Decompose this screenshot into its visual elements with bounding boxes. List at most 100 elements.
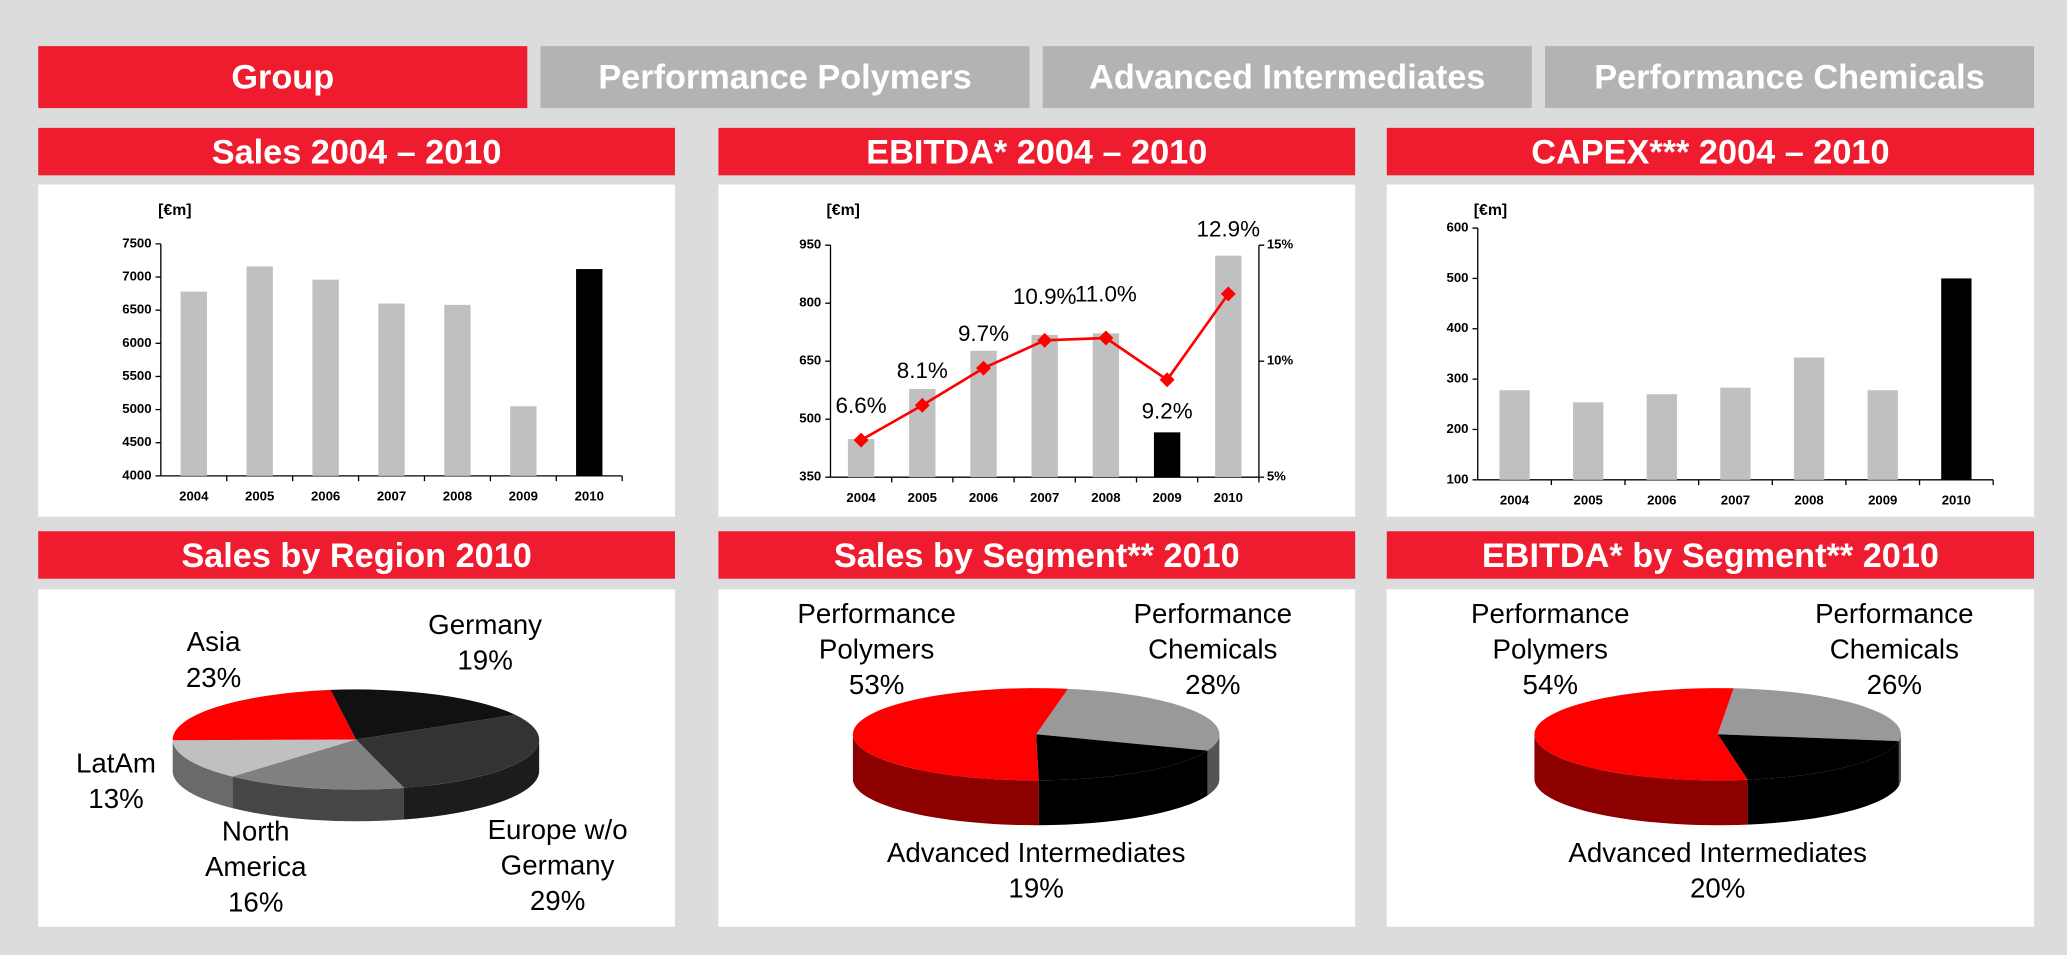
- pie-label-value: 54%: [1522, 670, 1578, 701]
- pie-label-name: Advanced Intermediates: [886, 838, 1186, 869]
- y-tick-label: 4500: [122, 434, 151, 449]
- pie-label-name: Europe w/o Germany: [487, 815, 628, 882]
- y-tick-label: 800: [799, 295, 821, 310]
- data-label: 8.1%: [897, 358, 948, 383]
- pie-label-name: Advanced Intermediates: [1568, 838, 1867, 869]
- data-label: 11.0%: [1075, 282, 1137, 307]
- pie-label: Performance Chemicals 28%: [1121, 597, 1306, 704]
- panel-body: Performance Chemicals 28% Advanced Interme…: [718, 589, 1356, 927]
- pie-label: Europe w/o Germany 29%: [459, 813, 657, 920]
- bar: [510, 406, 537, 476]
- bar: [378, 303, 405, 476]
- y-tick-label: 500: [799, 411, 821, 426]
- panel-title: Sales by Segment** 2010: [718, 531, 1356, 579]
- unit-label: [€m]: [1474, 202, 1507, 219]
- bar: [1867, 390, 1898, 480]
- y2-tick-label: 15%: [1267, 237, 1294, 252]
- pie-label-name: Performance Chemicals: [1815, 599, 1974, 666]
- pie-slice-side: [1747, 741, 1899, 825]
- panel-body: Germany 19% Europe w/o Germany 29% North Ame…: [38, 589, 675, 927]
- pie-slice-side: [232, 776, 404, 822]
- bar: [312, 279, 339, 476]
- pie-label-name: Performance Polymers: [797, 599, 956, 666]
- panel-title: EBITDA* by Segment** 2010: [1386, 531, 2035, 579]
- x-tick-label: 2009: [1868, 492, 1897, 507]
- pie-label: LatAm 13%: [57, 746, 176, 817]
- chart: 100 200 300 400 500 600 2004 2005 2006 2007 2008 20…: [1447, 202, 1994, 507]
- unit-label: [€m]: [158, 202, 191, 219]
- x-tick-label: 2008: [1794, 492, 1823, 507]
- data-label: 9.7%: [958, 321, 1009, 346]
- pie-label-value: 19%: [1008, 873, 1064, 905]
- pie-slice: [1036, 688, 1220, 751]
- bar: [1092, 333, 1120, 478]
- bar: [246, 266, 273, 476]
- y-tick-label: 650: [799, 353, 821, 368]
- x-tick-label: 2006: [1647, 492, 1676, 507]
- pie-label-name: Performance Polymers: [1471, 599, 1630, 666]
- pie-slice-side: [403, 739, 540, 820]
- bar: [444, 304, 471, 476]
- unit-label: [€m]: [827, 202, 860, 219]
- tab[interactable]: Performance Polymers: [540, 46, 1030, 109]
- y2-tick-label: 10%: [1267, 353, 1294, 368]
- y-tick-label: 100: [1447, 471, 1469, 486]
- bar: [576, 269, 603, 476]
- y-tick-label: 600: [1447, 220, 1469, 235]
- chart: 350 500 650 800 950 2004 2005 2006 2007 2008 2009 2…: [799, 202, 1294, 505]
- bar: [1646, 394, 1677, 480]
- pie-label: Performance Chemicals 26%: [1802, 597, 1987, 704]
- panel-body: 100 200 300 400 500 600 2004 2005 2006 2007 2008 20…: [1386, 184, 2035, 517]
- pie-slice: [1036, 734, 1208, 781]
- bar: [180, 291, 207, 476]
- x-tick-label: 2010: [1942, 492, 1971, 507]
- chart: [852, 688, 1220, 826]
- y-tick-label: 350: [799, 469, 821, 484]
- x-tick-label: 2010: [575, 488, 604, 503]
- pie-label-value: 28%: [1185, 670, 1241, 701]
- x-tick-label: 2004: [1500, 492, 1530, 507]
- pie-label-name: North America: [204, 816, 307, 883]
- tab[interactable]: Group: [38, 46, 528, 109]
- data-label: 10.9%: [1013, 284, 1077, 309]
- y-tick-label: 200: [1447, 421, 1469, 436]
- pie-slice: [1534, 688, 1748, 781]
- pie-slice: [355, 714, 540, 788]
- x-tick-label: 2006: [311, 488, 340, 503]
- pie-label-value: 53%: [848, 670, 905, 701]
- pie-label-name: Germany: [428, 610, 543, 641]
- x-tick-label: 2005: [908, 490, 937, 505]
- bar: [1499, 390, 1530, 480]
- pie-slice: [1717, 734, 1899, 780]
- y-tick-label: 5500: [122, 368, 151, 383]
- pie-slice: [172, 689, 356, 741]
- y-tick-label: 950: [799, 237, 821, 252]
- panel-body: Performance Chemicals 26% Advanced Interme…: [1386, 589, 2035, 927]
- chart: [1534, 688, 1901, 826]
- y-tick-label: 500: [1447, 270, 1469, 285]
- pie-label: Performance Polymers 54%: [1458, 597, 1643, 704]
- x-tick-label: 2004: [179, 488, 209, 503]
- x-tick-label: 2007: [1721, 492, 1750, 507]
- pie-label-value: 29%: [529, 886, 586, 917]
- pie-slice-side: [172, 740, 233, 809]
- x-tick-label: 2008: [1091, 490, 1120, 505]
- data-label: 12.9%: [1197, 217, 1261, 242]
- x-tick-label: 2010: [1214, 490, 1243, 505]
- pie-label: Advanced Intermediates 19%: [852, 836, 1221, 907]
- tab[interactable]: Performance Chemicals: [1544, 46, 2035, 109]
- y-tick-label: 6500: [122, 302, 151, 317]
- bar: [1153, 432, 1181, 478]
- panel-body: 4000 4500 5000 5500 6000 6500 7000 7500 2004 2005…: [38, 184, 675, 517]
- tab[interactable]: Advanced Intermediates: [1042, 46, 1532, 109]
- pie-label-value: 20%: [1689, 873, 1746, 905]
- panel-body: 350 500 650 800 950 2004 2005 2006 2007 2008 2009 2…: [718, 184, 1356, 517]
- bar: [1031, 334, 1058, 478]
- y-tick-label: 400: [1447, 320, 1469, 335]
- y-tick-label: 4000: [122, 467, 151, 482]
- y-tick-label: 5000: [122, 401, 151, 416]
- pie-label-value: 13%: [88, 784, 144, 815]
- y-tick-label: 7500: [122, 235, 151, 250]
- x-tick-label: 2008: [443, 488, 472, 503]
